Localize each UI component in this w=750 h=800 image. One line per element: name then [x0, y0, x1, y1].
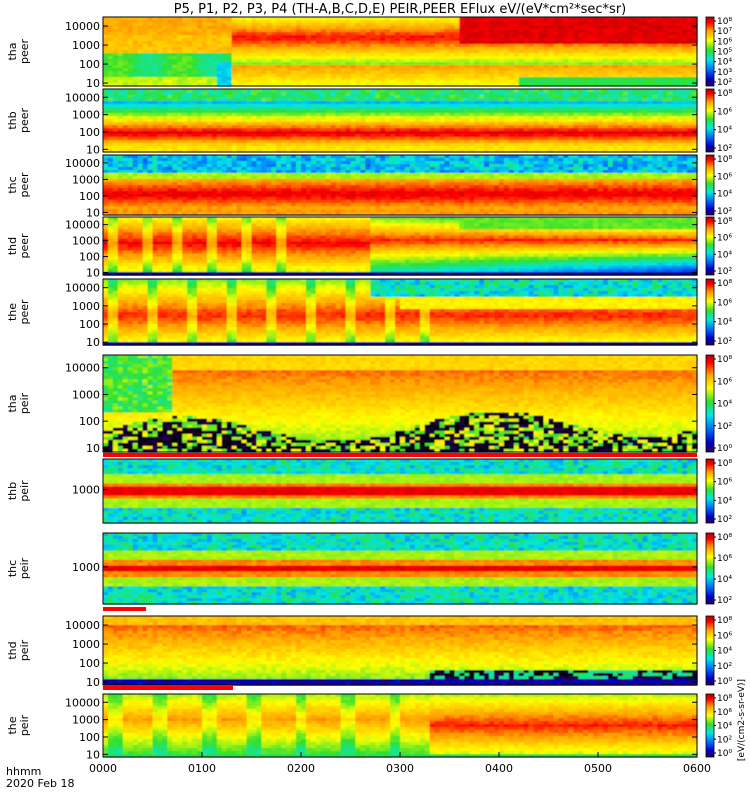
- figure-title: P5, P1, P2, P3, P4 (TH-A,B,C,D,E) PEIR,P…: [174, 2, 627, 17]
- figure-svg: P5, P1, P2, P3, P4 (TH-A,B,C,D,E) PEIR,P…: [0, 0, 750, 800]
- heatmap-tha-peer: [103, 17, 698, 87]
- figure: P5, P1, P2, P3, P4 (TH-A,B,C,D,E) PEIR,P…: [0, 0, 750, 800]
